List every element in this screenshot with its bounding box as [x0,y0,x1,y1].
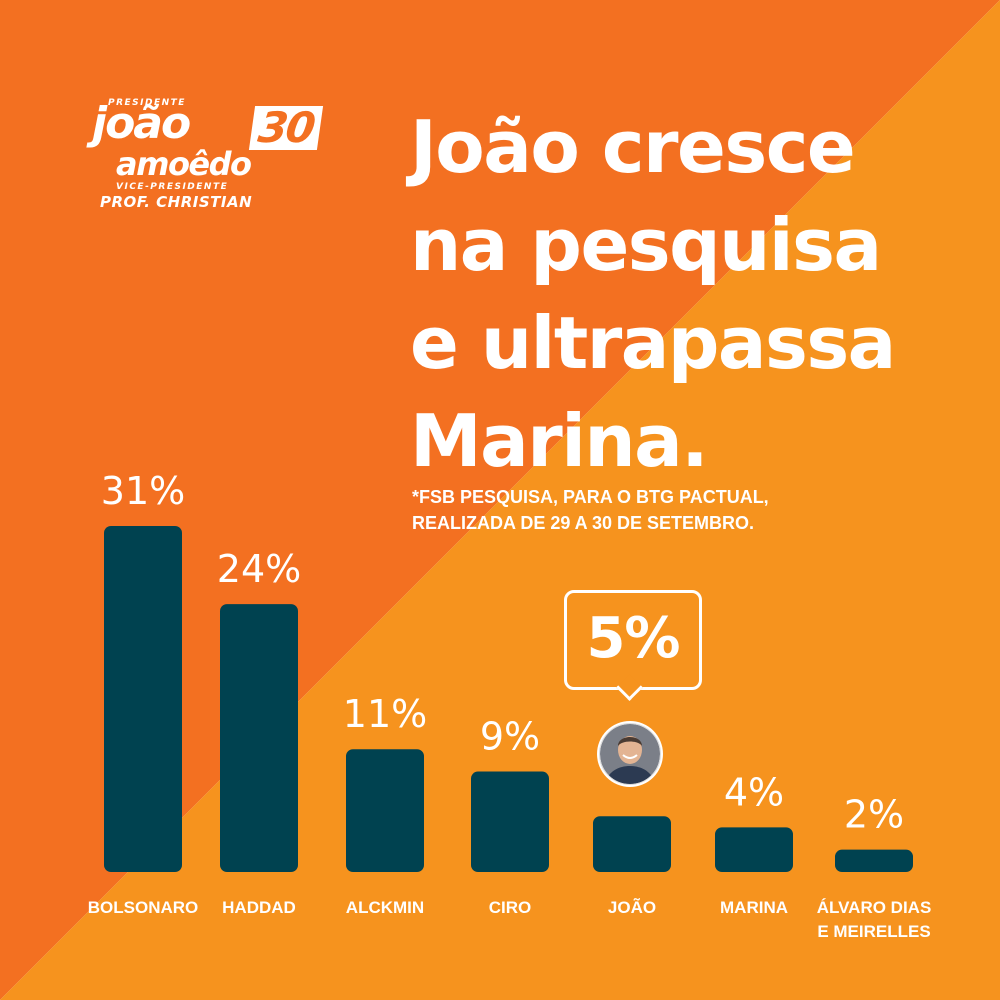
bar-value-label: 31% [101,469,185,513]
logo-candidate-last-name: amoêdo [116,145,252,183]
bar-2 [346,749,424,872]
candidate-photo-icon [597,721,663,787]
category-label: BOLSONARO [88,898,199,917]
campaign-logo: PRESIDENTE joão 30 amoêdo VICE-PRESIDENT… [88,98,338,213]
category-label: HADDAD [222,898,296,917]
headline-line: Marina. [410,399,709,483]
callout-value-label: 5% [586,606,680,671]
logo-president-label: PRESIDENTE [108,98,186,108]
logo-vice-president-label: VICE-PRESIDENTE [116,182,229,192]
headline-line: e ultrapassa [410,301,896,385]
headline-line: na pesquisa [410,203,882,287]
bar-3 [471,771,549,872]
bar-4 [593,816,671,872]
source-note-line: *FSB PESQUISA, PARA O BTG PACTUAL, [412,487,769,507]
logo-candidate-first-name: joão [92,98,191,149]
headline: João cresce na pesquisa e ultrapassa Mar… [410,98,995,490]
category-label: MARINA [720,898,788,917]
bar-5 [715,827,793,872]
category-label: ÁLVARO DIAS [817,898,932,917]
bar-1 [220,604,298,872]
bar-value-label: 2% [844,793,904,837]
source-note: *FSB PESQUISA, PARA O BTG PACTUAL, REALI… [412,484,852,536]
highlight-callout: 5% [564,590,702,701]
category-label: E MEIRELLES [817,922,930,941]
bar-value-label: 9% [480,715,540,759]
category-label: ALCKMIN [346,898,424,917]
logo-vice-name: PROF. CHRISTIAN [100,193,253,211]
source-note-line: REALIZADA DE 29 A 30 DE SETEMBRO. [412,513,755,533]
headline-line: João cresce [410,105,856,189]
bar-value-label: 4% [724,770,784,814]
category-label: CIRO [489,898,532,917]
bar-6 [835,849,913,872]
bar-0 [104,526,182,872]
bar-value-label: 11% [343,692,427,736]
category-label: JOÃO [608,897,656,917]
bar-value-label: 24% [217,547,301,591]
